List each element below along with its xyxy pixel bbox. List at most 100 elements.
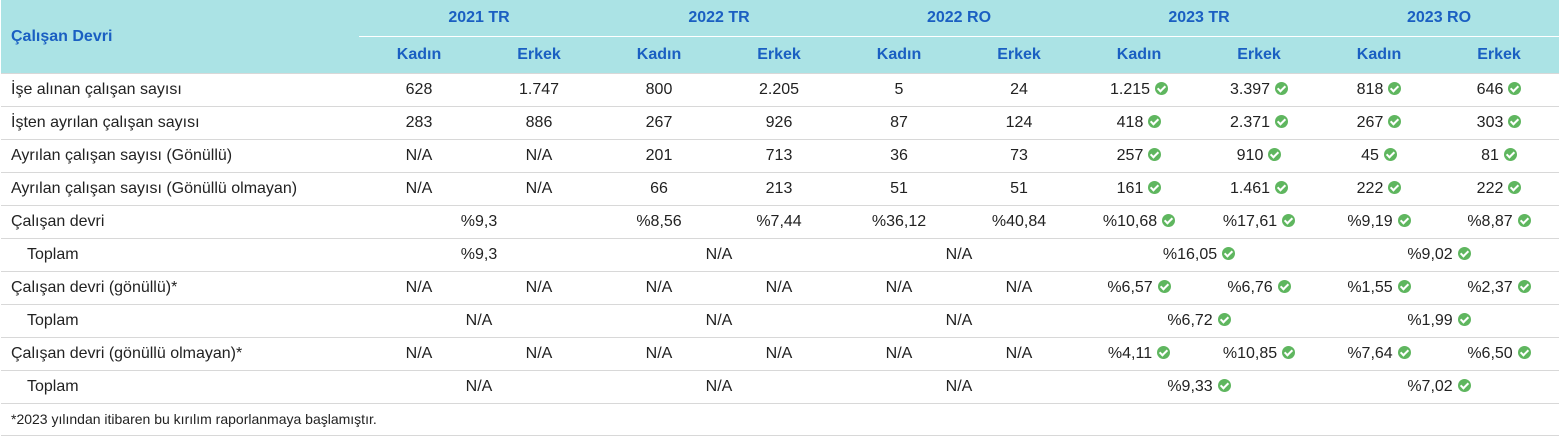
check-circle-icon bbox=[1162, 214, 1176, 227]
table-cell: 267 bbox=[1319, 106, 1440, 140]
cell-value: N/A bbox=[945, 246, 973, 263]
table-cell: %6,72 bbox=[1079, 304, 1320, 338]
cell-value: 257 bbox=[1116, 147, 1144, 164]
cell-value: %1,99 bbox=[1407, 312, 1453, 329]
table-cell: N/A bbox=[839, 271, 959, 305]
check-circle-icon bbox=[1157, 280, 1171, 293]
table-cell: N/A bbox=[359, 172, 479, 206]
table-cell: 646 bbox=[1439, 73, 1560, 107]
check-circle-icon bbox=[1517, 346, 1531, 359]
table-cell: 3.397 bbox=[1199, 73, 1320, 107]
cell-value: N/A bbox=[465, 378, 493, 395]
table-cell: 303 bbox=[1439, 106, 1560, 140]
table-cell: N/A bbox=[599, 271, 719, 305]
year-header-2023-ro: 2023 RO bbox=[1319, 0, 1560, 37]
table-cell: 628 bbox=[359, 73, 479, 107]
cell-value: 818 bbox=[1356, 81, 1384, 98]
table-cell: %16,05 bbox=[1079, 238, 1320, 272]
cell-value: 646 bbox=[1476, 81, 1504, 98]
cell-value: 222 bbox=[1476, 180, 1504, 197]
table-row: Toplam N/A N/A N/A %6,72 %1,99 bbox=[1, 304, 1560, 338]
row-label: Ayrılan çalışan sayısı (Gönüllü olmayan) bbox=[1, 172, 359, 206]
cell-value: %4,11 bbox=[1107, 345, 1153, 362]
table-cell: %7,02 bbox=[1319, 370, 1560, 404]
table-cell: 910 bbox=[1199, 139, 1320, 173]
table-cell: N/A bbox=[599, 370, 839, 404]
cell-value: 1.747 bbox=[518, 81, 560, 98]
table-cell: N/A bbox=[599, 337, 719, 371]
check-circle-icon bbox=[1268, 148, 1282, 161]
row-label: Çalışan devri (gönüllü olmayan)* bbox=[1, 337, 359, 371]
cell-value: 213 bbox=[765, 180, 793, 197]
table-cell: N/A bbox=[479, 271, 599, 305]
year-header-row: Çalışan Devri 2021 TR 2022 TR 2022 RO 20… bbox=[1, 0, 1560, 74]
check-circle-icon bbox=[1157, 346, 1171, 359]
check-circle-icon bbox=[1217, 313, 1231, 326]
check-circle-icon bbox=[1282, 214, 1296, 227]
table-cell: %1,99 bbox=[1319, 304, 1560, 338]
table-cell: N/A bbox=[599, 304, 839, 338]
female-header: Kadın bbox=[359, 36, 479, 74]
check-circle-icon bbox=[1275, 115, 1289, 128]
cell-value: %8,56 bbox=[636, 213, 682, 230]
table-cell: 73 bbox=[959, 139, 1080, 173]
table-cell: 24 bbox=[959, 73, 1080, 107]
cell-value: 36 bbox=[890, 147, 908, 164]
cell-value: %17,61 bbox=[1222, 213, 1278, 230]
cell-value: %9,33 bbox=[1167, 378, 1213, 395]
male-header: Erkek bbox=[1199, 36, 1320, 74]
cell-value: %9,3 bbox=[460, 246, 498, 263]
table-cell: N/A bbox=[719, 337, 839, 371]
table-row: Toplam N/A N/A N/A %9,33 %7,02 bbox=[1, 370, 1560, 404]
check-circle-icon bbox=[1388, 181, 1402, 194]
table-cell: N/A bbox=[359, 271, 479, 305]
check-circle-icon bbox=[1517, 214, 1531, 227]
table-row: Ayrılan çalışan sayısı (Gönüllü olmayan)… bbox=[1, 172, 1560, 206]
cell-value: 3.397 bbox=[1229, 81, 1271, 98]
table-cell: 886 bbox=[479, 106, 599, 140]
cell-value: 1.215 bbox=[1109, 81, 1151, 98]
cell-value: %9,02 bbox=[1407, 246, 1453, 263]
table-cell: N/A bbox=[359, 337, 479, 371]
gender-header-row: Kadın Erkek Kadın Erkek Kadın Erkek Kadı… bbox=[1, 36, 1560, 74]
table-row: İşten ayrılan çalışan sayısı 283 886 267 926… bbox=[1, 106, 1560, 140]
check-circle-icon bbox=[1517, 280, 1531, 293]
table-cell: %9,3 bbox=[359, 205, 599, 239]
check-circle-icon bbox=[1388, 115, 1402, 128]
table-cell: %6,57 bbox=[1079, 271, 1200, 305]
check-circle-icon bbox=[1457, 247, 1471, 260]
table-cell: 267 bbox=[599, 106, 719, 140]
check-circle-icon bbox=[1457, 313, 1471, 326]
cell-value: N/A bbox=[405, 147, 433, 164]
year-header-2022-tr: 2022 TR bbox=[599, 0, 839, 37]
cell-value: %6,72 bbox=[1167, 312, 1213, 329]
male-header: Erkek bbox=[719, 36, 839, 74]
male-header: Erkek bbox=[959, 36, 1080, 74]
check-circle-icon bbox=[1148, 181, 1162, 194]
table-cell: %7,44 bbox=[719, 205, 839, 239]
cell-value: N/A bbox=[765, 345, 793, 362]
table-cell: 926 bbox=[719, 106, 839, 140]
table-cell: 713 bbox=[719, 139, 839, 173]
cell-value: 418 bbox=[1116, 114, 1144, 131]
check-circle-icon bbox=[1457, 379, 1471, 392]
cell-value: 2.371 bbox=[1229, 114, 1271, 131]
table-cell: N/A bbox=[479, 337, 599, 371]
table-cell: N/A bbox=[479, 139, 599, 173]
table-cell: %9,3 bbox=[359, 238, 599, 272]
check-circle-icon bbox=[1275, 181, 1289, 194]
table-cell: %1,55 bbox=[1319, 271, 1440, 305]
employee-turnover-table: Çalışan Devri 2021 TR 2022 TR 2022 RO 20… bbox=[1, 0, 1560, 404]
cell-value: N/A bbox=[945, 378, 973, 395]
table-cell: 818 bbox=[1319, 73, 1440, 107]
check-circle-icon bbox=[1275, 82, 1289, 95]
check-circle-icon bbox=[1397, 346, 1411, 359]
cell-value: %8,87 bbox=[1467, 213, 1513, 230]
cell-value: 124 bbox=[1005, 114, 1033, 131]
cell-value: N/A bbox=[945, 312, 973, 329]
cell-value: 87 bbox=[890, 114, 908, 131]
cell-value: 5 bbox=[894, 81, 904, 98]
table-cell: 51 bbox=[839, 172, 959, 206]
row-label: Toplam bbox=[1, 238, 359, 272]
